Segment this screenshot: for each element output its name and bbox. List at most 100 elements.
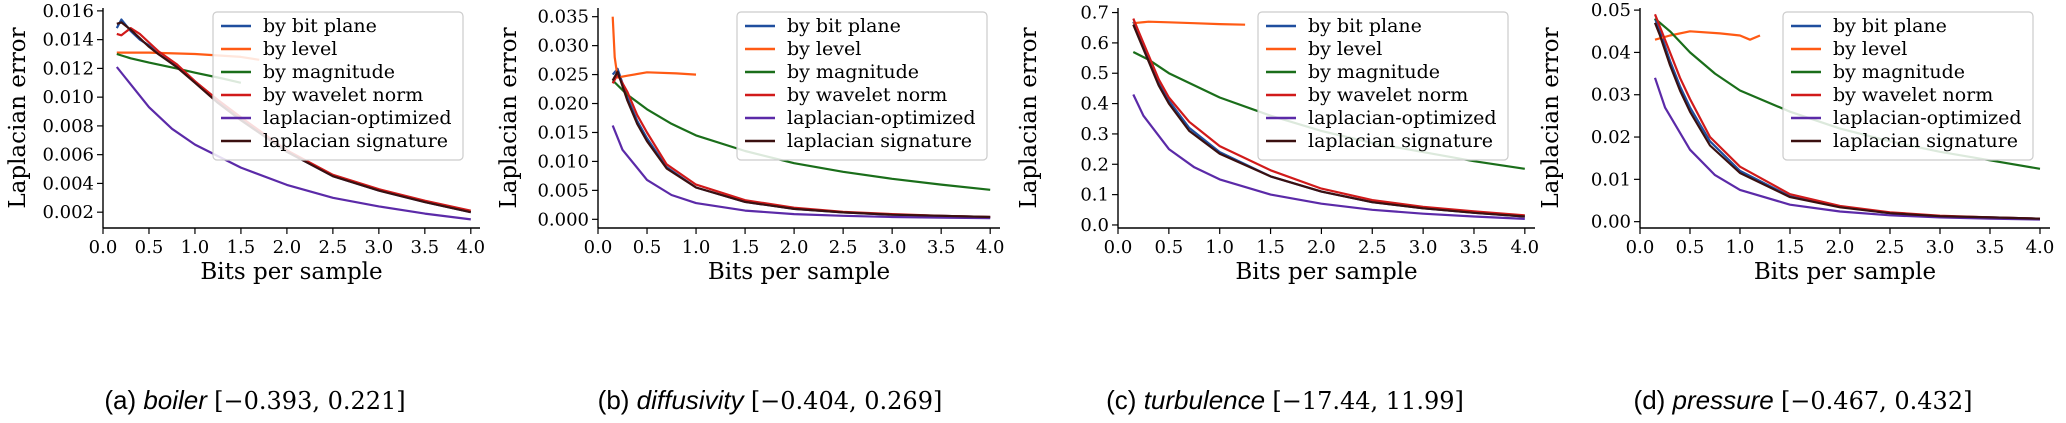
x-tick-label: 4.0 — [976, 237, 1005, 258]
series-line-laplacian-signature — [1132, 24, 1525, 218]
legend-entry: by wavelet norm — [1833, 84, 1993, 106]
legend-box — [212, 11, 464, 161]
y-tick-label: 0.020 — [537, 94, 589, 115]
y-tick-label: 0.3 — [1080, 124, 1109, 145]
series-line-laplacian-optimized — [1132, 94, 1525, 220]
y-tick-label: 0.02 — [1591, 127, 1631, 148]
series-line-laplacian-signature — [116, 21, 472, 214]
legend-entry: by magnitude — [1308, 61, 1440, 83]
y-tick-label: 0.0 — [1080, 215, 1109, 236]
y-tick-label: 0.01 — [1591, 169, 1631, 190]
x-tick-label: 1.0 — [1205, 237, 1234, 258]
legend-entry: by magnitude — [263, 61, 395, 83]
x-tick-label: 4.0 — [1511, 237, 1540, 258]
y-tick-label: 0.002 — [42, 202, 94, 223]
panel-pressure: 0.0 0.5 1.0 1.5 2.0 2.5 3.0 3.5 4.0 0.00 0.01 0.02 0… — [1538, 0, 2054, 415]
legend-box — [1257, 11, 1509, 161]
x-tick-label: 0.5 — [633, 237, 662, 258]
x-axis-label: Bits per sample — [1754, 259, 1936, 285]
x-tick-label: 1.5 — [227, 237, 256, 258]
y-tick-label: 0.04 — [1591, 42, 1631, 63]
y-tick-label: 0.012 — [42, 58, 94, 79]
y-tick-label: 0.5 — [1080, 63, 1109, 84]
legend-entry: by bit plane — [1833, 15, 1947, 37]
x-tick-label: 2.0 — [1826, 237, 1855, 258]
legend-entry: laplacian signature — [1308, 130, 1493, 152]
y-tick-label: 0.004 — [42, 173, 94, 194]
y-tick-label: 0.4 — [1080, 94, 1109, 115]
x-tick-label: 1.5 — [1776, 237, 1805, 258]
panel-caption: (a) boiler [−0.393, 0.221] — [104, 385, 405, 415]
y-tick-label: 0.025 — [537, 65, 589, 86]
series-line-laplacian-signature — [1653, 22, 2041, 220]
x-tick-label: 3.5 — [1460, 237, 1489, 258]
y-tick-label: 0.05 — [1591, 0, 1631, 21]
legend-entry: by level — [263, 38, 337, 60]
x-tick-label: 1.0 — [181, 237, 210, 258]
legend-entry: by level — [787, 38, 861, 60]
legend-entry: by level — [1833, 38, 1907, 60]
legend-entry: by level — [1308, 38, 1382, 60]
y-axis-label: Laplacian error — [1538, 27, 1564, 208]
legend-entry: by magnitude — [1833, 61, 1965, 83]
legend-entry: laplacian signature — [787, 130, 972, 152]
legend-entry: by bit plane — [1308, 15, 1422, 37]
y-tick-label: 0.03 — [1591, 85, 1631, 106]
x-tick-label: 2.5 — [319, 237, 348, 258]
panel-caption: (d) pressure [−0.467, 0.432] — [1634, 385, 1973, 415]
x-tick-label: 1.0 — [682, 237, 711, 258]
x-tick-label: 2.0 — [1307, 237, 1336, 258]
panel-turbulence: 0.0 0.5 1.0 1.5 2.0 2.5 3.0 3.5 4.0 0.0 0.1 0.2 0.3 0… — [1016, 3, 1539, 415]
y-tick-label: 0.030 — [537, 36, 589, 57]
y-axis-label: Laplacian error — [1016, 27, 1042, 208]
y-axis-label: Laplacian error — [496, 27, 522, 208]
legend-entry: laplacian signature — [263, 130, 448, 152]
x-tick-label: 1.5 — [731, 237, 760, 258]
x-tick-label: 2.0 — [273, 237, 302, 258]
series-line-by-wavelet-norm — [116, 27, 472, 212]
y-tick-label: 0.016 — [42, 1, 94, 22]
series-line-by-level — [1133, 20, 1246, 26]
x-tick-label: 3.5 — [927, 237, 956, 258]
y-tick-label: 0.015 — [537, 122, 589, 143]
series-line-by-level — [611, 16, 697, 79]
x-tick-label: 3.0 — [365, 237, 394, 258]
x-tick-label: 0.5 — [135, 237, 164, 258]
panel-boiler: 0.0 0.5 1.0 1.5 2.0 2.5 3.0 3.5 4.0 0.002 0.004 0.0… — [5, 1, 485, 415]
legend-box — [736, 11, 988, 161]
x-tick-label: 3.0 — [1409, 237, 1438, 258]
series-line-by-level — [1654, 30, 1761, 41]
series-line-laplacian-optimized — [1653, 77, 2041, 221]
legend-entry: laplacian-optimized — [1308, 107, 1497, 129]
y-tick-label: 0.00 — [1591, 212, 1631, 233]
series-line-by-wavelet-norm — [1132, 18, 1525, 217]
legend-entry: by bit plane — [263, 15, 377, 37]
x-tick-label: 0.5 — [1676, 237, 1705, 258]
y-tick-label: 0.014 — [42, 30, 94, 51]
y-tick-label: 0.006 — [42, 145, 94, 166]
y-tick-label: 0.6 — [1080, 33, 1109, 54]
panel-caption: (b) diffusivity [−0.404, 0.269] — [598, 385, 943, 415]
x-tick-label: 0.5 — [1155, 237, 1184, 258]
x-tick-label: 3.5 — [411, 237, 440, 258]
y-tick-label: 0.035 — [537, 7, 589, 28]
legend-entry: by magnitude — [787, 61, 919, 83]
legend-entry: by wavelet norm — [263, 84, 423, 106]
y-tick-label: 0.7 — [1080, 3, 1109, 24]
y-tick-label: 0.010 — [42, 87, 94, 108]
legend-box — [1782, 11, 2034, 161]
legend-entry: by wavelet norm — [1308, 84, 1468, 106]
x-tick-label: 3.0 — [1926, 237, 1955, 258]
legend-entry: laplacian-optimized — [263, 107, 452, 129]
series-line-laplacian-signature — [611, 70, 991, 219]
legend-entry: by wavelet norm — [787, 84, 947, 106]
x-tick-label: 1.5 — [1256, 237, 1285, 258]
series-line-laplacian-optimized — [115, 66, 471, 221]
y-tick-label: 0.000 — [537, 209, 589, 230]
x-tick-label: 0.0 — [1104, 237, 1133, 258]
